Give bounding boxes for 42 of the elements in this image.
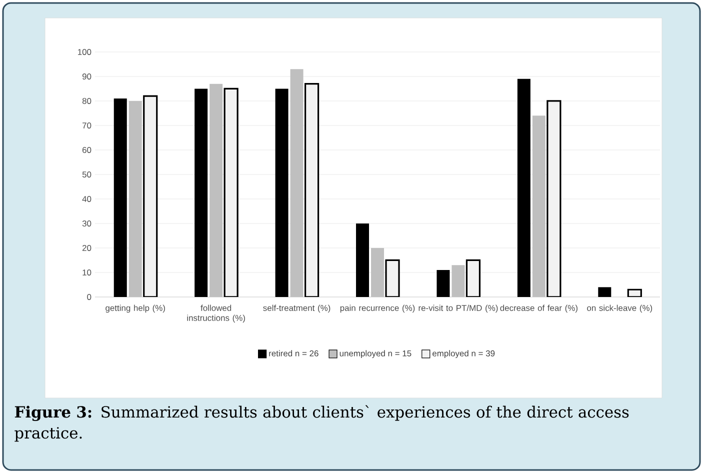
x-tick-label: re-visit to PT/MD (%) (418, 304, 498, 313)
x-tick-label: on sick-leave (%) (587, 304, 652, 313)
y-tick-label: 20 (82, 244, 92, 251)
y-tick-label: 60 (82, 146, 92, 153)
y-tick-label: 30 (82, 220, 92, 226)
bar (436, 270, 450, 297)
x-tick-label: self-treatment (%) (263, 304, 330, 313)
y-tick-label: 40 (82, 196, 92, 202)
bar (517, 78, 530, 297)
bar (452, 265, 465, 297)
text: Figure 3: Summarized results about clients` experiences of the direct access practice. (14, 405, 629, 442)
y-tick-label: 80 (82, 98, 92, 104)
bar (224, 88, 238, 297)
bar (532, 116, 546, 297)
bar (598, 287, 612, 297)
bar (385, 259, 400, 297)
bar (290, 69, 304, 297)
bar (114, 98, 127, 297)
y-tick-label: 10 (82, 269, 92, 276)
x-tick-label: decrease of fear (%) (500, 304, 578, 313)
bar (128, 100, 142, 297)
bar (546, 100, 562, 297)
bar (627, 288, 642, 297)
bar (275, 88, 288, 297)
bar (356, 223, 370, 297)
x-tick-label: pain recurrence (%) (340, 304, 415, 313)
y-tick-label: 70 (82, 122, 92, 128)
x-tick-label: followed instructions (%) (187, 304, 245, 323)
legend-label: retired n = 26 (269, 350, 318, 356)
bar (466, 259, 481, 297)
y-tick-label: 90 (82, 73, 92, 80)
bar (194, 88, 208, 297)
bar (143, 95, 158, 297)
bar (210, 84, 223, 297)
bar (304, 83, 320, 297)
legend-label: employed n = 39 (432, 350, 495, 358)
bar (371, 248, 384, 297)
y-tick-label: 0 (87, 294, 92, 300)
y-tick-label: 100 (78, 48, 92, 55)
y-tick-label: 50 (82, 171, 92, 178)
x-tick-label: getting help (%) (106, 304, 165, 313)
legend-label: unemployed n = 15 (340, 350, 412, 358)
